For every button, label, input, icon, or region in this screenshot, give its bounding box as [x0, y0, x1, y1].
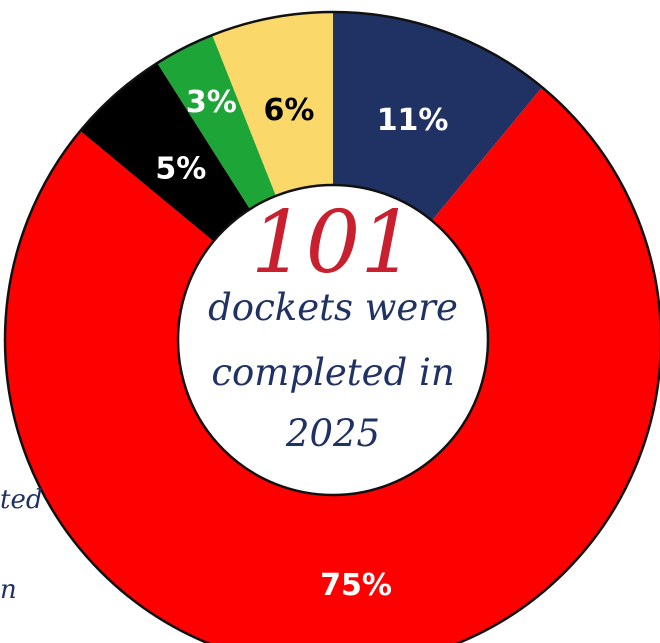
donut-slice-4: [157, 35, 276, 210]
center-text-line-1: dockets were: [208, 286, 458, 329]
side-text-fragment-2: n: [0, 575, 17, 605]
side-text-fragment-1: ted: [0, 485, 42, 515]
donut-slice-3: [80, 63, 250, 242]
donut-slice-1: [333, 12, 543, 221]
slice-label-3: 5%: [155, 151, 206, 186]
donut-outer-outline: [3, 10, 660, 643]
center-text-line-2: completed in: [211, 351, 454, 394]
slice-label-1: 11%: [377, 103, 449, 138]
slice-label-5: 6%: [263, 93, 314, 128]
slice-label-2: 75%: [320, 568, 392, 603]
donut-slice-5: [212, 12, 333, 196]
slice-group: [3, 10, 660, 643]
center-text-line-3: 2025: [285, 412, 380, 455]
slice-label-group: 11% 75% 5% 3% 6%: [155, 85, 448, 603]
donut-slice-2: [5, 87, 660, 643]
donut-center-hole: [176, 183, 490, 497]
slice-label-4: 3%: [186, 85, 237, 120]
center-number: 101: [251, 193, 415, 293]
